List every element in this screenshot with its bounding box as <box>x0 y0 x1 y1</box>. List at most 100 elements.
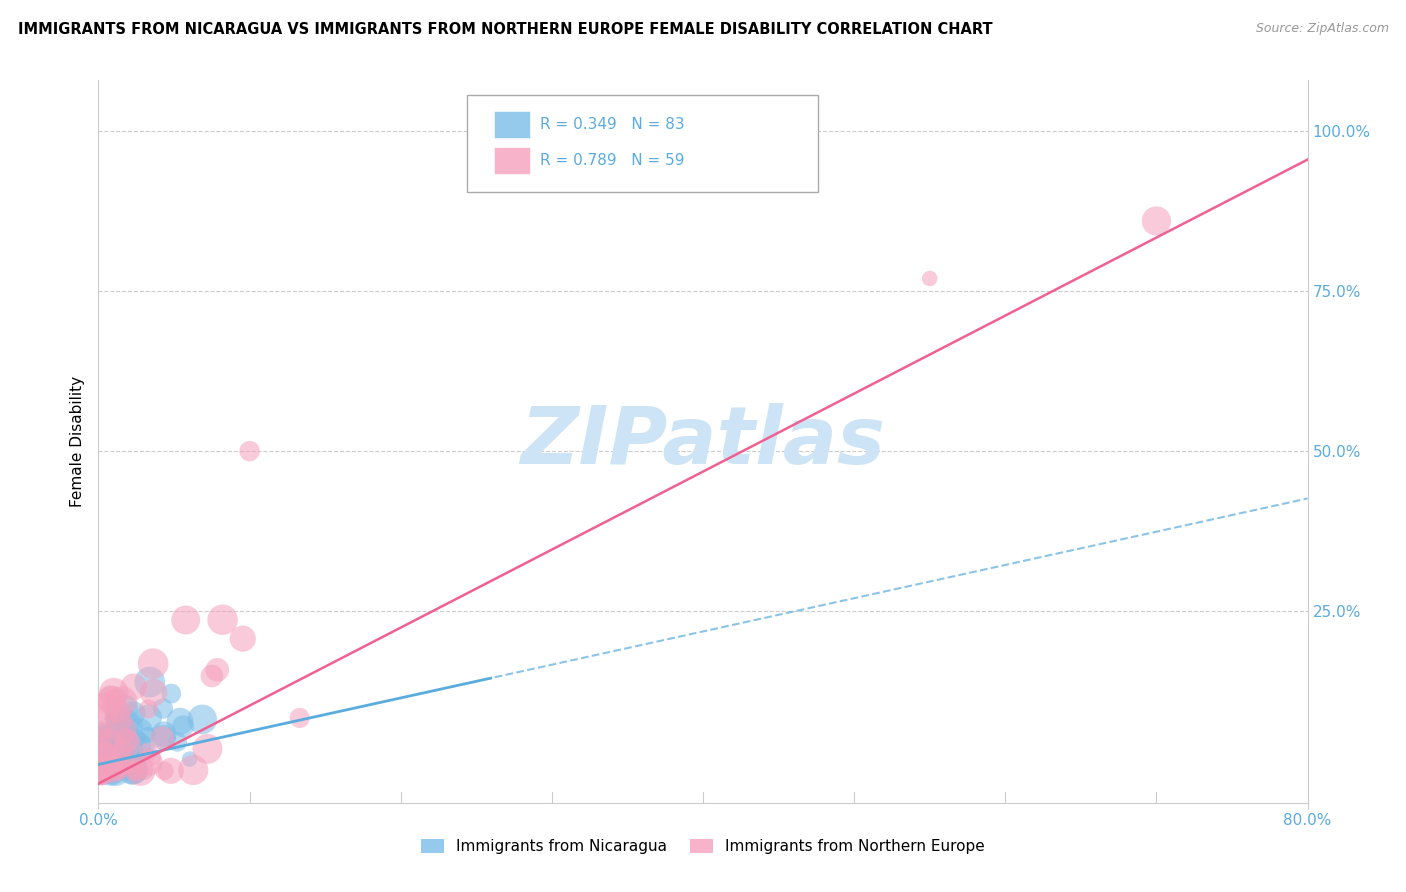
Point <box>97 756 120 771</box>
Point <box>105 764 128 778</box>
Point <box>132 740 155 755</box>
Point <box>100 764 122 778</box>
Point <box>118 710 141 724</box>
Text: IMMIGRANTS FROM NICARAGUA VS IMMIGRANTS FROM NORTHERN EUROPE FEMALE DISABILITY C: IMMIGRANTS FROM NICARAGUA VS IMMIGRANTS … <box>18 22 993 37</box>
Point <box>125 731 148 746</box>
Point <box>111 723 134 737</box>
Point <box>166 735 188 749</box>
Point <box>93 730 115 744</box>
Point <box>117 737 139 751</box>
Point <box>138 711 160 725</box>
Point <box>101 742 124 756</box>
Point <box>101 764 124 778</box>
Point <box>288 711 311 725</box>
Point <box>89 764 111 778</box>
Point <box>232 632 254 646</box>
Point <box>121 764 143 778</box>
Point <box>105 731 128 746</box>
Text: ZIPatlas: ZIPatlas <box>520 402 886 481</box>
Point <box>142 657 165 671</box>
Point <box>139 675 162 690</box>
Point <box>211 613 233 627</box>
Point <box>89 764 111 778</box>
Point <box>169 714 191 729</box>
Point <box>104 764 127 778</box>
Y-axis label: Female Disability: Female Disability <box>69 376 84 508</box>
Point <box>90 730 112 744</box>
Point <box>181 763 204 777</box>
Point <box>112 742 135 756</box>
Point <box>98 762 121 776</box>
Point <box>104 712 127 726</box>
Point <box>142 685 165 699</box>
Point <box>152 731 174 745</box>
Point <box>104 757 127 772</box>
Point <box>100 692 122 706</box>
Point <box>97 761 120 775</box>
Point <box>89 723 111 738</box>
Point <box>122 763 145 777</box>
Point <box>125 764 148 778</box>
Point <box>138 702 160 716</box>
Text: R = 0.789   N = 59: R = 0.789 N = 59 <box>540 153 685 168</box>
Point <box>105 756 128 770</box>
Point <box>100 734 122 748</box>
Point <box>100 737 122 751</box>
Point <box>105 761 128 775</box>
Point <box>111 748 134 763</box>
Point <box>105 739 128 754</box>
Point <box>160 687 183 701</box>
Point <box>117 726 139 740</box>
Point <box>110 756 132 770</box>
Point <box>128 724 150 739</box>
FancyBboxPatch shape <box>467 95 818 193</box>
Point <box>105 722 128 736</box>
Point <box>97 764 120 778</box>
Point <box>90 764 112 778</box>
Point <box>89 764 111 778</box>
Point <box>103 750 125 764</box>
Point <box>100 737 122 751</box>
Point <box>98 760 121 774</box>
Point <box>118 720 141 734</box>
Point <box>96 756 118 771</box>
Point <box>142 751 165 765</box>
Point <box>107 739 129 754</box>
Point <box>101 764 124 778</box>
Point <box>107 712 129 726</box>
Point <box>91 729 114 743</box>
Point <box>136 728 159 742</box>
Point <box>94 764 117 778</box>
Point <box>122 706 145 721</box>
Point <box>104 735 127 749</box>
Point <box>118 758 141 772</box>
Point <box>114 700 136 714</box>
Bar <box>494 147 530 174</box>
Point <box>97 707 120 722</box>
Point <box>104 709 127 723</box>
Point <box>153 727 176 741</box>
Point <box>89 737 111 751</box>
Point <box>97 756 120 771</box>
Point <box>94 747 117 762</box>
Point <box>108 704 131 718</box>
Point <box>104 756 127 770</box>
Point <box>153 764 176 778</box>
Point <box>98 764 121 778</box>
Point <box>100 764 122 778</box>
Point <box>138 756 160 770</box>
Point <box>134 764 156 778</box>
Point <box>111 756 134 771</box>
Point <box>111 694 134 708</box>
Point <box>101 747 124 761</box>
Point <box>174 613 197 627</box>
Point <box>179 752 201 766</box>
Point <box>124 754 146 768</box>
Point <box>152 731 174 745</box>
Point <box>93 731 115 746</box>
Point <box>129 764 152 778</box>
Point <box>117 725 139 739</box>
Point <box>124 764 146 778</box>
Point <box>239 444 262 458</box>
Point <box>93 750 115 764</box>
